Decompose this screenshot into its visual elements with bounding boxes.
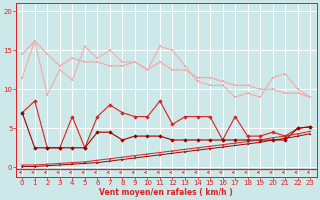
X-axis label: Vent moyen/en rafales ( km/h ): Vent moyen/en rafales ( km/h )	[100, 188, 233, 197]
